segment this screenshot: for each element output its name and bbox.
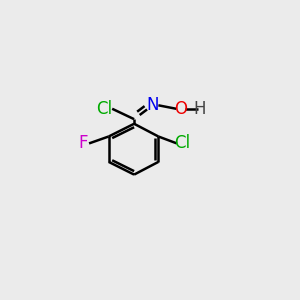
Text: O: O [174,100,187,118]
Text: Cl: Cl [175,134,191,152]
Text: Cl: Cl [96,100,112,118]
Text: N: N [146,96,159,114]
Text: H: H [194,100,206,118]
Text: F: F [79,134,88,152]
